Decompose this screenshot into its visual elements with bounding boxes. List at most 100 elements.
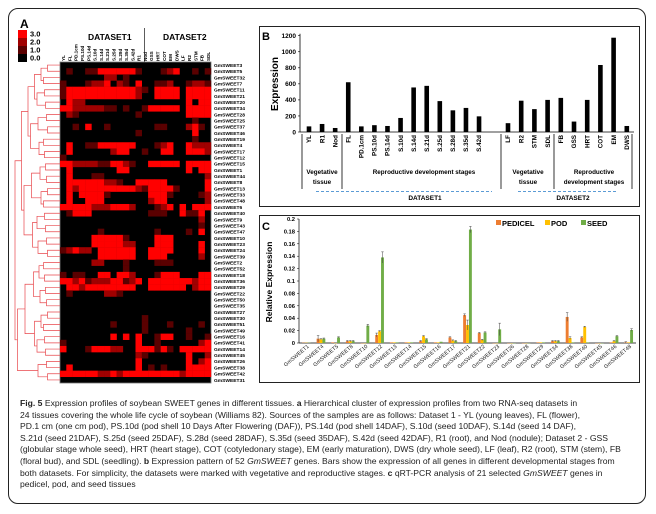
bar-pedicel-GmSWEET12	[375, 334, 379, 343]
heatmap-cell	[166, 345, 174, 353]
heatmap-cell	[129, 241, 136, 248]
error-bar	[454, 340, 457, 342]
heatmap-cell	[173, 284, 180, 291]
bar-seed-GmSWEET34	[556, 341, 560, 343]
heatmap-cell	[66, 92, 73, 100]
heatmap-cell	[160, 241, 168, 248]
bar-seed-GmSWEET40	[586, 342, 590, 343]
heatmap-cell	[122, 271, 130, 279]
row-gene-label: GmSWEET42	[214, 372, 245, 378]
error-bar	[478, 332, 481, 334]
heatmap-cell	[60, 105, 67, 112]
y-tick-label: 600	[285, 81, 296, 88]
heatmap-cell	[135, 179, 142, 186]
heatmap-cell	[166, 333, 174, 340]
heatmap-cell	[85, 123, 92, 131]
heatmap-cell	[104, 185, 111, 192]
row-gene-label: GmSWEET7	[214, 81, 243, 87]
heatmap-cell	[198, 210, 205, 217]
heatmap-cell	[185, 99, 193, 106]
heatmap-cell	[179, 278, 187, 285]
bar-PS.10d	[372, 125, 377, 132]
heatmap-cell	[85, 284, 92, 291]
caption-line: pedicel, pod, and seed tissues	[20, 479, 640, 491]
heatmap-cell	[66, 148, 73, 155]
bar-pod-GmSWEET40	[583, 326, 587, 343]
error-bar	[381, 251, 384, 264]
heatmap-cell	[185, 166, 193, 174]
bar-S.25d	[437, 101, 443, 132]
heatmap-cell	[166, 160, 174, 168]
heatmap-cell	[160, 278, 168, 285]
x-tick-label: R1	[319, 135, 326, 144]
legend-swatch-seed	[581, 220, 586, 225]
heatmap-cell	[104, 80, 111, 87]
row-gene-label: GmSWEET9	[214, 217, 243, 223]
heatmap-cell	[122, 370, 130, 378]
heatmap-cell	[110, 148, 117, 155]
heatmap-cell	[160, 284, 168, 291]
heatmap-cell	[160, 80, 168, 87]
bar-seed-GmSWEET22	[483, 332, 487, 343]
legend-label-pedicel: PEDICEL	[502, 219, 535, 228]
heatmap-cell	[204, 142, 212, 149]
heatmap-cell	[78, 160, 86, 168]
legend-swatch-pod	[545, 220, 550, 225]
bar-PS.14d	[385, 125, 390, 132]
x-tick-label: COT	[598, 135, 605, 148]
heatmap-cell	[192, 370, 199, 378]
row-gene-label: GmSWEET19	[214, 137, 245, 143]
column-label: HRT	[156, 51, 161, 61]
heatmap-cell	[60, 370, 67, 378]
heatmap-cell	[198, 321, 205, 328]
heatmap-cell	[91, 197, 98, 205]
row-gene-label: GmSWEET23	[214, 242, 245, 248]
heatmap-cell	[72, 123, 80, 131]
error-bar	[425, 338, 428, 340]
bar-pedicel-GmSWEET5	[331, 342, 335, 343]
error-bar	[337, 336, 340, 339]
heatmap-cell	[198, 370, 205, 378]
row-gene-label: GmSWEET10	[214, 236, 245, 242]
bar-STM	[532, 109, 537, 132]
heatmap-cell	[204, 197, 212, 205]
heatmap-cell	[104, 68, 111, 75]
bar-S.35d	[463, 107, 469, 132]
heatmap-cell	[192, 136, 199, 143]
heatmap-cell	[60, 271, 67, 279]
bar-EM	[611, 37, 616, 132]
heatmap-cell	[110, 247, 117, 254]
heatmap-cell	[173, 86, 180, 94]
row-gene-label: GmSWEET40	[214, 211, 245, 217]
heatmap-cell	[97, 80, 105, 87]
heatmap-cell	[122, 278, 130, 285]
bar-pedicel-GmSWEET22	[477, 333, 481, 343]
heatmap-cell	[85, 278, 92, 285]
heatmap-cell	[122, 253, 130, 260]
row-gene-label: GmSWEET36	[214, 279, 245, 285]
heatmap-cell	[160, 86, 168, 94]
panel-b-groups: Vegetative tissue Reproductive development…	[301, 134, 633, 192]
heatmap-cell	[192, 123, 199, 131]
bar-pod-GmSWEET17	[451, 340, 455, 343]
heatmap-cell	[185, 370, 193, 378]
heatmap-cell	[198, 278, 205, 285]
caption-line: both datasets. For simplicity, the datas…	[20, 468, 640, 480]
bar-pedicel-GmSWEET15	[419, 341, 423, 343]
dataset1-header: DATASET1	[88, 32, 132, 42]
heatmap-cell	[192, 86, 199, 94]
bar-seed-GmSWEET46	[615, 336, 619, 343]
column-label: S.28d	[118, 49, 123, 61]
heatmap-cell	[91, 160, 98, 168]
panel-b-axes: 0 200 400 600 800 1000 1200	[282, 33, 634, 136]
heatmap-cell	[60, 339, 67, 347]
heatmap-cell	[185, 228, 193, 236]
heatmap-cell	[66, 111, 73, 118]
heatmap-cell	[66, 86, 73, 94]
panel-c-legend: PEDICEL POD SEED	[496, 219, 608, 228]
row-gene-label: GmSWEET37	[214, 125, 245, 131]
column-label: LF	[181, 55, 186, 61]
bar-HRT	[584, 99, 590, 132]
heatmap-cell	[135, 129, 142, 137]
legend-tick-label: 1.0	[30, 46, 40, 55]
